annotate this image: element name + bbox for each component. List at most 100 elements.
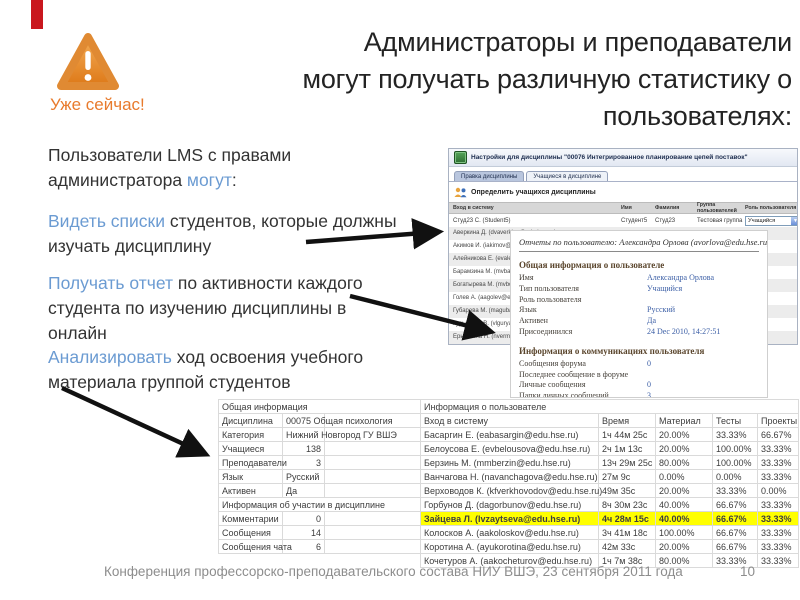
- tab-course-edit[interactable]: Правка дисциплины: [454, 171, 525, 181]
- col-group: Группа пользователей: [697, 202, 737, 214]
- activity-cell: 66.67%: [712, 539, 758, 554]
- bullet-text: :: [231, 170, 237, 190]
- empty-cell: [323, 539, 422, 554]
- activity-row: Коротина А. (ayukorotina@edu.hse.ru) 42м …: [420, 539, 800, 554]
- activity-cell: 66.67%: [712, 511, 758, 526]
- section-cell: Информация о пользователе: [419, 399, 800, 414]
- student-group: Тестовая группа: [697, 217, 743, 224]
- report-value: Александра Орлова: [647, 273, 714, 282]
- activity-row: Горбунов Д. (dagorbunov@edu.hse.ru) 8ч 30…: [420, 497, 800, 512]
- arrow-to-stats-table: [61, 385, 211, 458]
- report-value: Да: [647, 316, 657, 326]
- activity-cell: 1ч 44м 25с: [598, 427, 656, 442]
- activity-cell: 66.67%: [756, 427, 800, 442]
- student-firstname: Студент5: [621, 217, 648, 224]
- bullet-intro: Пользователи LMS с правами администратор…: [48, 143, 348, 193]
- value-cell: Да: [282, 483, 325, 498]
- section-general-info: Общая информация: [217, 399, 422, 414]
- report-row: Активен Да: [519, 316, 759, 327]
- activity-cell: Белоусова Е. (evbelousova@edu.hse.ru): [420, 441, 599, 456]
- activity-cell: 0.00%: [655, 469, 713, 484]
- report-row: Папки личных сообщений 3: [519, 391, 759, 398]
- label-cell: Сообщения чата: [218, 539, 292, 554]
- bullet-highlight: Анализировать: [48, 347, 172, 367]
- value-cell: Нижний Новгород ГУ ВШЭ: [282, 427, 397, 442]
- tab-course-students[interactable]: Учащиеся в дисциплине: [526, 171, 609, 181]
- report-section-title: Информация о коммуникациях пользователя: [519, 345, 705, 356]
- activity-cell: 33.33%: [756, 455, 800, 470]
- activity-cell: 66.67%: [712, 525, 758, 540]
- activity-cell: Берзинь М. (mmberzin@edu.hse.ru): [420, 455, 599, 470]
- lms-window-header: Настройки для дисциплины "00076 Интегрир…: [449, 149, 797, 167]
- empty-cell: [323, 511, 422, 526]
- alert-label: Уже сейчас!: [50, 95, 145, 114]
- value-cell: 3: [282, 455, 325, 470]
- report-label: Папки личных сообщений: [519, 391, 609, 398]
- bullet-analyze: Анализировать ход освоения учебного мате…: [48, 345, 433, 395]
- footer-text: Конференция профессорско-преподавательск…: [104, 564, 683, 579]
- value-cell: Русский: [282, 469, 325, 484]
- user-activity-table: Информация о пользователе Вход в систему В…: [419, 399, 800, 568]
- report-value: 0: [647, 380, 651, 390]
- activity-row: Кочетуров А. (aakocheturov@edu.hse.ru) 1ч…: [420, 553, 800, 568]
- students-table-header: Вход в систему Имя Фамилия Группа пользо…: [449, 202, 797, 214]
- report-row: Сообщения форума 0: [519, 359, 759, 370]
- report-label: Роль пользователя: [519, 294, 582, 304]
- value-cell: 138: [282, 441, 325, 456]
- report-label: Последнее сообщение в форуме: [519, 369, 629, 379]
- activity-cell: 20.00%: [655, 483, 713, 498]
- activity-cell: Зайцева Л. (lvzaytseva@edu.hse.ru): [420, 511, 599, 526]
- activity-cell: 33.33%: [756, 525, 800, 540]
- activity-row: Колосков А. (aakoloskov@edu.hse.ru) 3ч 41…: [420, 525, 800, 540]
- col-firstname: Имя: [621, 205, 632, 211]
- activity-cell: 33.33%: [756, 553, 800, 568]
- student-lastname: Студ23: [655, 217, 676, 224]
- report-section-title: Общая информация о пользователе: [519, 260, 665, 270]
- section-header: Определить учащихся дисциплины: [449, 182, 797, 202]
- lms-tab-bar: Правка дисциплины Учащиеся в дисциплине: [449, 167, 797, 182]
- student-login: Студ23 С. (Student5): [453, 217, 511, 224]
- activity-cell: 33.33%: [756, 441, 800, 456]
- section-user-info: Информация о пользователе: [419, 399, 800, 414]
- course-icon: [454, 151, 467, 164]
- page-number: 10: [740, 564, 756, 579]
- activity-cell: 8ч 30м 23с: [598, 497, 656, 512]
- table-row: Комментарии 0: [218, 511, 422, 526]
- label-cell: Учащиеся: [218, 441, 283, 456]
- report-row: Последнее сообщение в форуме: [519, 370, 759, 381]
- bullet-get-report: Получать отчет по активности каждого сту…: [48, 271, 406, 346]
- activity-cell: Колосков А. (aakoloskov@edu.hse.ru): [420, 525, 599, 540]
- bullet-highlight: Видеть списки: [48, 211, 165, 231]
- report-title: Отчеты по пользователю: Александра Орлов…: [519, 237, 767, 252]
- empty-cell: [323, 483, 422, 498]
- report-row: Роль пользователя: [519, 295, 759, 306]
- student-row: Гурьянова В. (vlguryanova@edu.hse.ru): [453, 321, 562, 327]
- activity-cell: 80.00%: [655, 455, 713, 470]
- empty-cell: [323, 441, 422, 456]
- activity-cell: 66.67%: [712, 497, 758, 512]
- student-row: Акимов И. (iakimov@edu.hse.ru): [453, 243, 542, 249]
- activity-cell: 100.00%: [655, 525, 713, 540]
- report-row: Присоединился 24 Dec 2010, 14:27:51: [519, 327, 759, 338]
- table-row: Сообщения 14: [218, 525, 422, 540]
- activity-row: Басаргин Е. (eabasargin@edu.hse.ru) 1ч 44…: [420, 427, 800, 442]
- activity-cell: 33.33%: [756, 497, 800, 512]
- value-cell: 00075 Общая психология: [282, 413, 393, 428]
- student-row: Голев А. (aagolev@edu.hse.ru): [453, 295, 538, 301]
- report-label: Присоединился: [519, 326, 573, 336]
- activity-cell: 49м 35с: [598, 483, 656, 498]
- activity-cell: 42м 33с: [598, 539, 656, 554]
- title-line-1: Администраторы и преподаватели: [363, 27, 792, 57]
- report-label: Имя: [519, 273, 534, 282]
- section-participation-info: Информация об участии в дисциплине: [217, 497, 422, 512]
- activity-cell: 40.00%: [655, 511, 713, 526]
- role-select[interactable]: Учащийся ▼: [745, 215, 797, 226]
- chevron-down-icon[interactable]: ▼: [791, 216, 797, 225]
- label-cell: Преподаватели: [218, 455, 287, 470]
- page-title: Администраторы и преподаватели могут пол…: [140, 24, 792, 135]
- people-icon: [454, 187, 467, 198]
- activity-cell: Коротина А. (ayukorotina@edu.hse.ru): [420, 539, 599, 554]
- activity-row: Берзинь М. (mmberzin@edu.hse.ru) 13ч 29м …: [420, 455, 800, 470]
- report-label: Язык: [519, 305, 537, 315]
- activity-cell: 3ч 41м 18с: [598, 525, 656, 540]
